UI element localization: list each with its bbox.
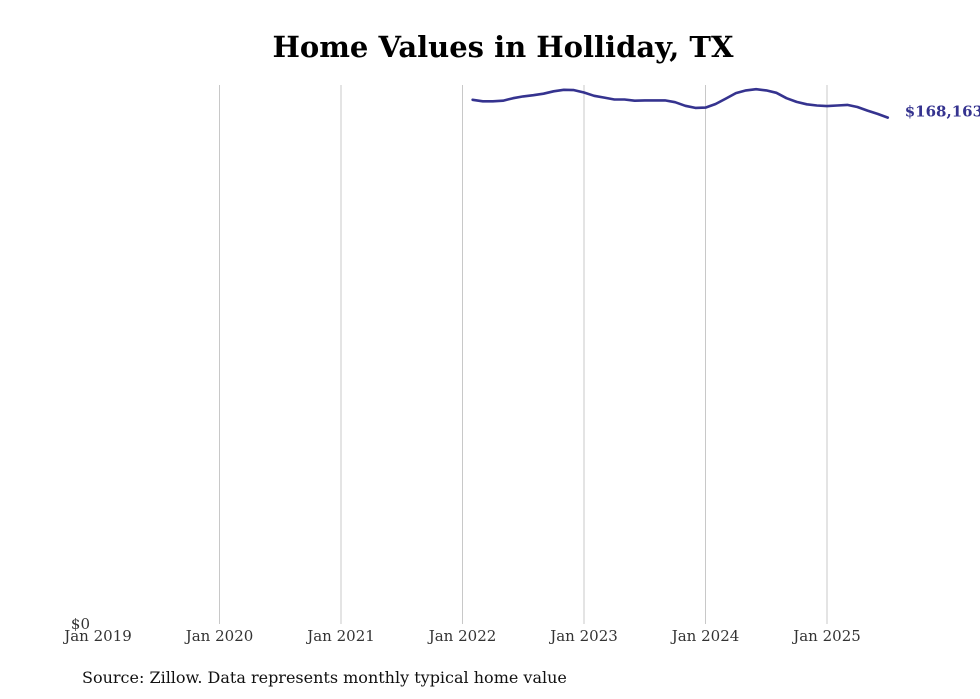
source-note: Source: Zillow. Data represents monthly … <box>82 668 567 687</box>
x-tick-label: Jan 2024 <box>670 627 740 645</box>
y-tick-label: $0 <box>71 615 90 633</box>
x-tick-label: Jan 2019 <box>62 627 132 645</box>
gridlines <box>219 85 828 624</box>
end-value-label: $168,163 <box>905 103 980 121</box>
x-tick-label: Jan 2025 <box>791 627 861 645</box>
y-axis-ticks: $0 <box>71 615 90 633</box>
x-tick-label: Jan 2020 <box>184 627 254 645</box>
x-axis-ticks: Jan 2019 Jan 2020 Jan 2021 Jan 2022 Jan 2023… <box>62 627 861 645</box>
x-tick-label: Jan 2022 <box>427 627 497 645</box>
chart-title: Home Values in Holliday, TX <box>272 30 734 64</box>
x-tick-label: Jan 2023 <box>548 627 618 645</box>
series-line <box>471 87 890 119</box>
x-tick-label: Jan 2021 <box>305 627 375 645</box>
series-layer: $168,163 <box>471 87 980 121</box>
